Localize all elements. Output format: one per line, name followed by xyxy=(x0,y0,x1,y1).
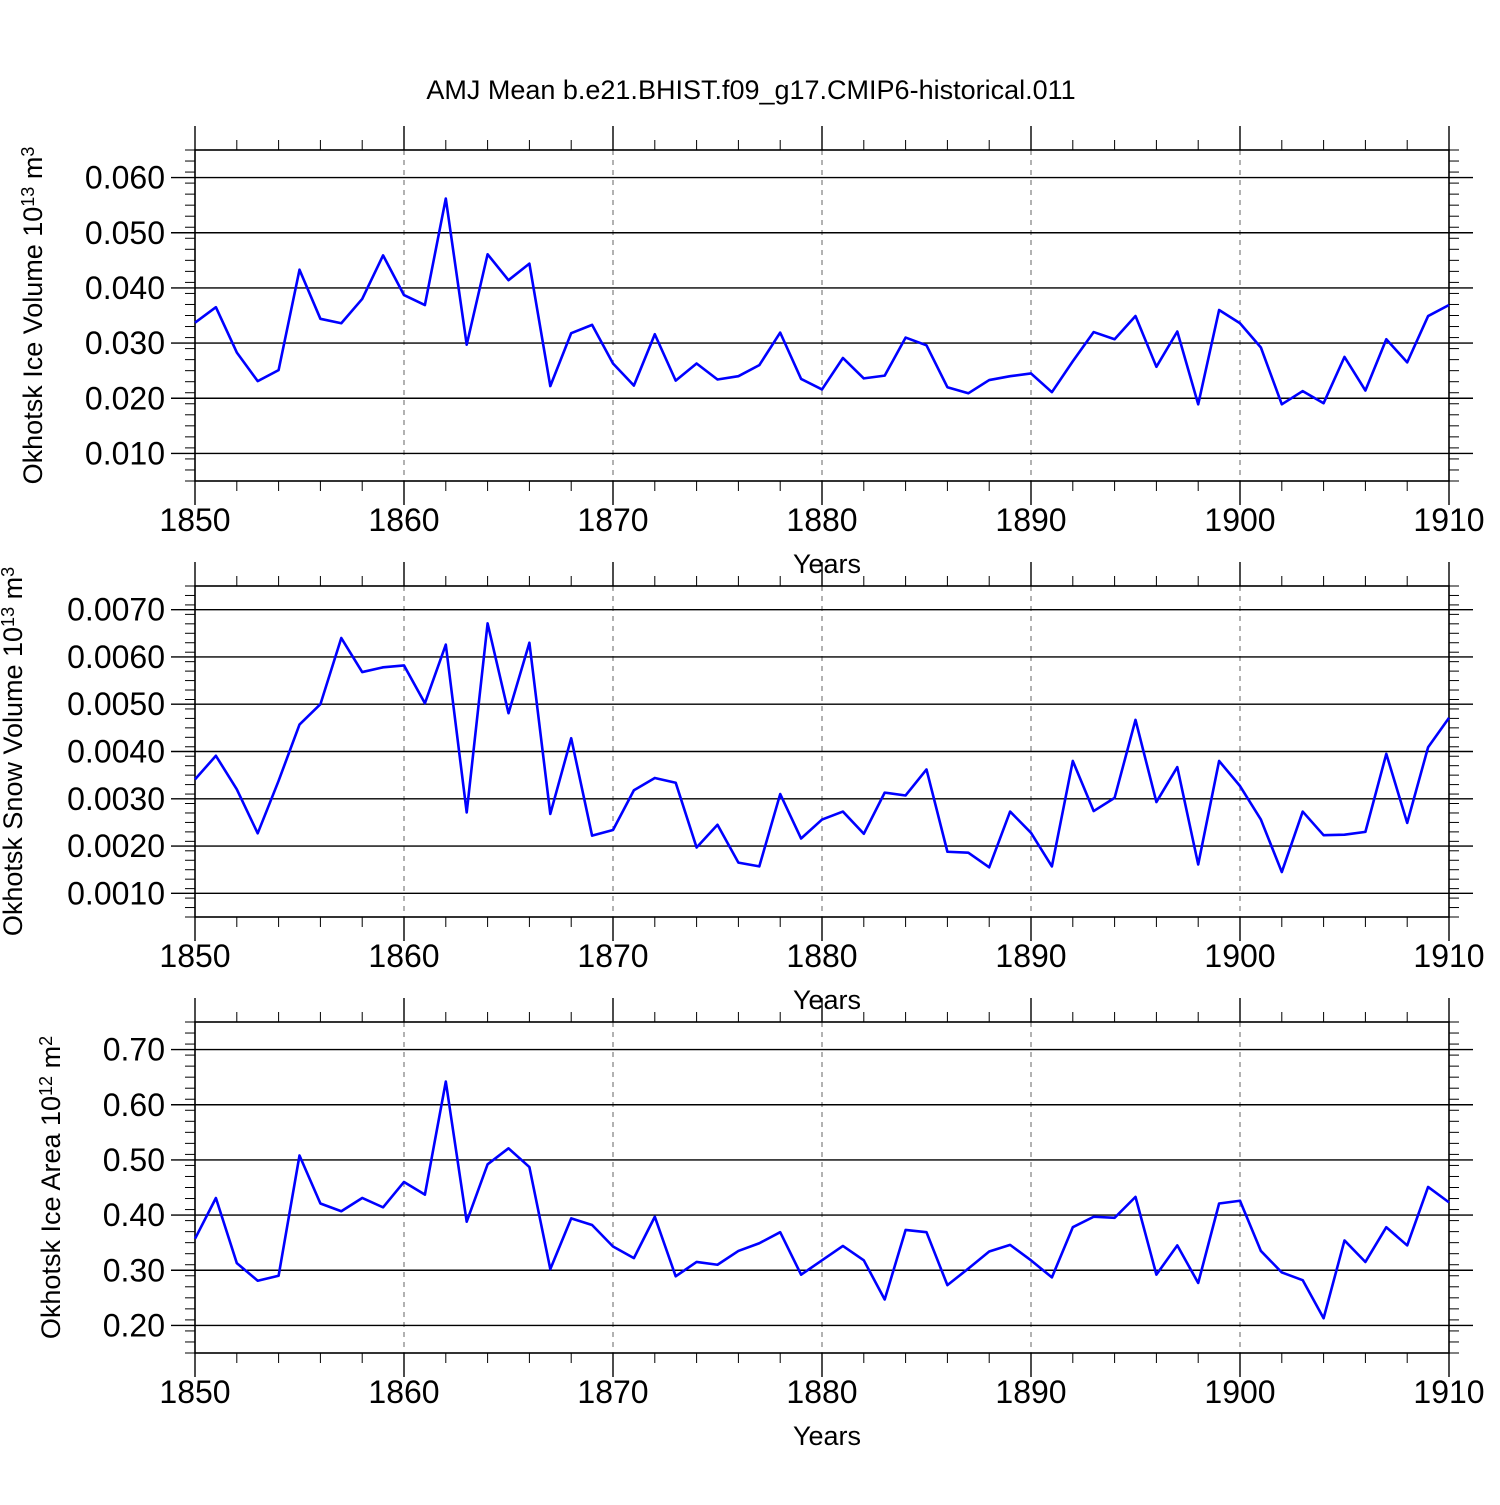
y-axis-label: Okhotsk Snow Volume 1013 m3 xyxy=(0,567,28,936)
series-line xyxy=(193,1080,1450,1320)
x-tick-label: 1880 xyxy=(786,938,857,974)
x-tick-label: 1850 xyxy=(159,502,230,538)
y-axis-label-part: Okhotsk Ice Volume 10 xyxy=(18,207,48,485)
y-axis-label-part: Okhotsk Snow Volume 10 xyxy=(0,627,28,936)
y-axis-label-part: m xyxy=(36,1046,66,1076)
x-tick-label: 1870 xyxy=(577,938,648,974)
y-tick-label: 0.0060 xyxy=(67,639,165,675)
y-axis-label-superscript: 13 xyxy=(18,187,38,207)
y-axis-label-part: m xyxy=(18,157,48,187)
x-axis-label: Years xyxy=(793,985,861,1015)
chart-panel-1: 0.010 0.020 0.030 0.040 0.050 0.060 1850 1860 18… xyxy=(18,126,1485,579)
y-tick-label: 0.040 xyxy=(85,270,165,306)
y-axis-label-superscript: 2 xyxy=(36,1036,56,1046)
x-tick-label: 1860 xyxy=(368,1374,439,1410)
y-axis-label-superscript: 3 xyxy=(18,147,38,157)
x-tick-label: 1900 xyxy=(1204,502,1275,538)
y-tick-label: 0.40 xyxy=(103,1197,165,1233)
x-tick-label: 1910 xyxy=(1413,502,1484,538)
y-tick-label: 0.0040 xyxy=(67,734,165,770)
x-tick-label: 1850 xyxy=(159,1374,230,1410)
x-tick-label: 1890 xyxy=(995,502,1066,538)
x-axis-label: Years xyxy=(793,549,861,579)
chart-panel-3: 0.20 0.30 0.40 0.50 0.60 0.70 1850 1860 1870 1880… xyxy=(36,998,1485,1451)
y-tick-label: 0.0030 xyxy=(67,781,165,817)
series-line xyxy=(194,197,1450,406)
y-tick-label: 0.50 xyxy=(103,1142,165,1178)
y-tick-label: 0.0020 xyxy=(67,828,165,864)
x-tick-label: 1870 xyxy=(577,502,648,538)
y-tick-label: 0.0050 xyxy=(67,686,165,722)
x-tick-label: 1890 xyxy=(995,1374,1066,1410)
y-axis-label-superscript: 13 xyxy=(0,607,18,627)
y-tick-label: 0.20 xyxy=(103,1307,165,1343)
y-axis-label: Okhotsk Ice Area 1012 m2 xyxy=(36,1036,66,1339)
x-tick-label: 1860 xyxy=(368,938,439,974)
x-tick-label: 1890 xyxy=(995,938,1066,974)
y-tick-label: 0.70 xyxy=(103,1032,165,1068)
series-line xyxy=(194,622,1451,874)
y-tick-label: 0.0070 xyxy=(67,592,165,628)
figure-title: AMJ Mean b.e21.BHIST.f09_g17.CMIP6-histo… xyxy=(426,75,1075,105)
x-tick-label: 1880 xyxy=(786,1374,857,1410)
y-axis-label-part: Okhotsk Ice Area 10 xyxy=(36,1096,66,1339)
y-tick-label: 0.010 xyxy=(85,435,165,471)
y-tick-label: 0.060 xyxy=(85,160,165,196)
x-axis-label: Years xyxy=(793,1421,861,1451)
x-tick-label: 1860 xyxy=(368,502,439,538)
y-tick-label: 0.30 xyxy=(103,1252,165,1288)
y-axis-label-part: m xyxy=(0,577,28,607)
x-tick-label: 1880 xyxy=(786,502,857,538)
y-axis-label-superscript: 3 xyxy=(0,567,18,577)
x-tick-label: 1900 xyxy=(1204,938,1275,974)
y-axis-label: Okhotsk Ice Volume 1013 m3 xyxy=(18,147,48,485)
y-axis-label-superscript: 12 xyxy=(36,1076,56,1096)
y-tick-label: 0.020 xyxy=(85,380,165,416)
x-tick-label: 1910 xyxy=(1413,1374,1484,1410)
chart-panel-2: 0.0010 0.0020 0.0030 0.0040 0.0050 0.0060 0.00… xyxy=(0,562,1485,1015)
y-tick-label: 0.030 xyxy=(85,325,165,361)
x-tick-label: 1870 xyxy=(577,1374,648,1410)
x-tick-label: 1910 xyxy=(1413,938,1484,974)
y-tick-label: 0.60 xyxy=(103,1087,165,1123)
y-tick-label: 0.050 xyxy=(85,215,165,251)
x-tick-label: 1850 xyxy=(159,938,230,974)
y-tick-label: 0.0010 xyxy=(67,875,165,911)
x-tick-label: 1900 xyxy=(1204,1374,1275,1410)
